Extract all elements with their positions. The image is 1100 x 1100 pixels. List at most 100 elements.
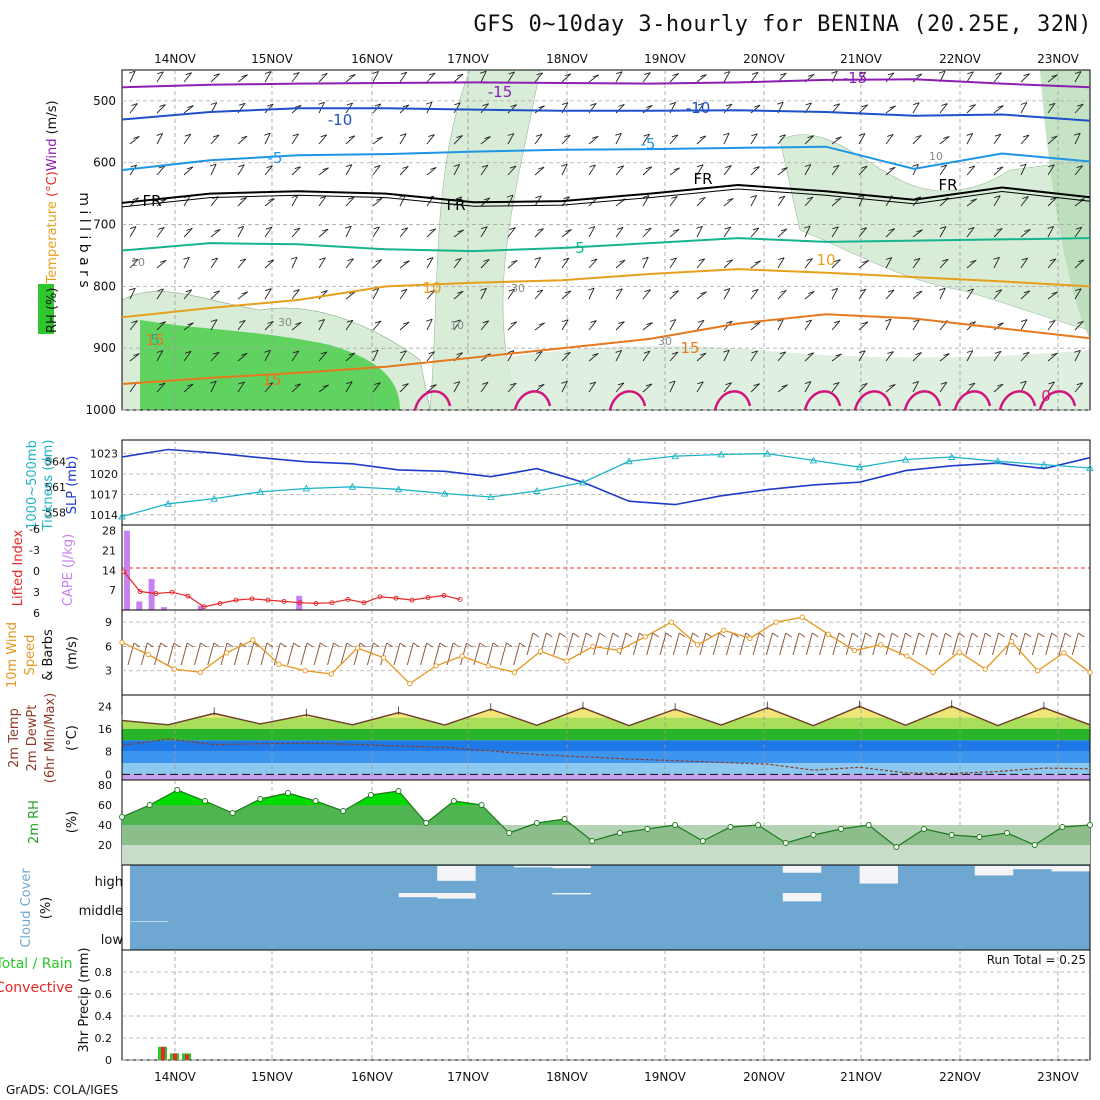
surface-barb <box>752 632 760 656</box>
surface-barb <box>992 632 999 656</box>
wind-barb <box>993 166 1004 176</box>
wind-barb-flag <box>671 134 679 138</box>
wind-barb <box>588 226 596 238</box>
warm-loop <box>853 390 892 411</box>
surface-barb <box>180 642 188 666</box>
wind-barb-flag <box>267 259 275 263</box>
li-marker <box>185 593 191 599</box>
wind-barb-flag <box>210 319 218 323</box>
wind-barb <box>750 104 761 114</box>
wind-barb-flag <box>942 258 949 262</box>
wind-barb <box>426 319 433 331</box>
wind-barb <box>1074 288 1082 300</box>
date-label-top: 21NOV <box>840 52 882 66</box>
surface-barb-flag <box>439 642 447 648</box>
temp-ytick: 0 <box>105 768 112 781</box>
wind-barb-flag <box>1020 319 1028 323</box>
wind-barb <box>885 134 894 145</box>
wind-barb <box>1020 163 1027 176</box>
wind-barb-flag <box>697 381 704 385</box>
wind-barb-flag <box>672 290 679 294</box>
wind-barb <box>210 73 220 83</box>
wind-barb-flag <box>455 196 463 200</box>
wind-barb-flag <box>804 164 811 167</box>
wind-barb <box>966 288 974 300</box>
cloud-units-label: (%) <box>39 897 54 920</box>
wind-barb <box>642 72 651 83</box>
wind-barb <box>183 72 192 83</box>
surface-barb-flag <box>679 632 686 638</box>
wind-barb <box>453 381 461 393</box>
wind-barb-flag <box>562 257 570 261</box>
wind-barb-flag <box>590 320 597 323</box>
thickness-marker <box>164 499 172 507</box>
thickness-marker <box>717 450 725 458</box>
wind-barb <box>426 134 435 145</box>
wind-barb-flag <box>374 320 382 324</box>
wind-barb <box>669 319 677 331</box>
surface-barb-flag <box>426 642 433 648</box>
wind-barb <box>453 135 463 145</box>
wind-barb-flag <box>885 257 892 260</box>
wind-barb-flag <box>131 320 138 324</box>
wind-barb <box>291 289 300 300</box>
wind-barb <box>966 382 976 393</box>
wind-barb-flag <box>132 258 139 262</box>
wind-barb <box>669 228 680 238</box>
li-marker <box>425 595 431 600</box>
wind-barb-flag <box>643 133 650 137</box>
contour-label: 10 <box>450 319 464 332</box>
surface-barb-flag <box>878 632 886 638</box>
wind-barb-flag <box>967 288 974 292</box>
wind-barb-flag <box>1020 102 1027 105</box>
surface-barb <box>938 632 946 656</box>
wind-barb <box>615 288 623 300</box>
wind-barb-flag <box>132 197 139 201</box>
wind-barb-flag <box>751 71 759 75</box>
temp-units-label: (°C) <box>65 725 80 751</box>
wind-barb-flag <box>889 384 896 387</box>
wind-barb <box>615 165 625 176</box>
temp-label: 2m Temp <box>7 708 22 768</box>
wind-speed-marker <box>223 650 230 656</box>
date-label-bottom: 16NOV <box>351 1070 393 1084</box>
wind-barb-flag <box>669 101 676 105</box>
wind-barb <box>939 164 948 176</box>
upper-yaxis-label: m i l l i b a r s <box>76 192 92 287</box>
wind-barb-flag <box>186 227 193 231</box>
wind-barb <box>750 289 759 300</box>
wind-barb-flag <box>642 195 650 199</box>
contour-label: 15 <box>680 339 699 357</box>
li-marker <box>393 595 399 601</box>
wind-barb-flag <box>617 165 624 169</box>
wind-barb <box>183 133 192 145</box>
surface-barb-flag <box>812 632 819 638</box>
cape-ytick: 14 <box>102 564 116 577</box>
wind-barb <box>399 289 408 300</box>
wind-barb-flag <box>887 72 895 76</box>
wind-barb-flag <box>481 164 489 168</box>
surface-barb <box>885 632 893 656</box>
wind-barb <box>750 133 758 145</box>
wind-barb-flag <box>968 226 975 230</box>
contour-label: FR <box>693 170 712 188</box>
wind-barb-flag <box>453 163 460 167</box>
wind-barb-flag <box>241 352 248 356</box>
wind-barb <box>588 381 597 393</box>
wind-barb <box>966 71 974 83</box>
wind-barb <box>966 259 977 269</box>
wind-barb <box>993 351 1002 362</box>
wind-barb <box>777 228 788 238</box>
wind-barb <box>615 350 623 362</box>
wind-barb-flag <box>239 319 246 323</box>
wind-barb <box>210 290 221 300</box>
wind-barb-flag <box>213 351 220 355</box>
wind-barb <box>561 134 571 145</box>
wind-speed-marker <box>694 642 701 648</box>
wind-barb-flag <box>723 288 731 292</box>
li-marker <box>249 596 255 602</box>
wind-barb <box>669 134 679 145</box>
wind-barb <box>966 165 976 176</box>
wind-barb-flag <box>859 350 866 354</box>
wind-barb-flag <box>590 102 597 106</box>
